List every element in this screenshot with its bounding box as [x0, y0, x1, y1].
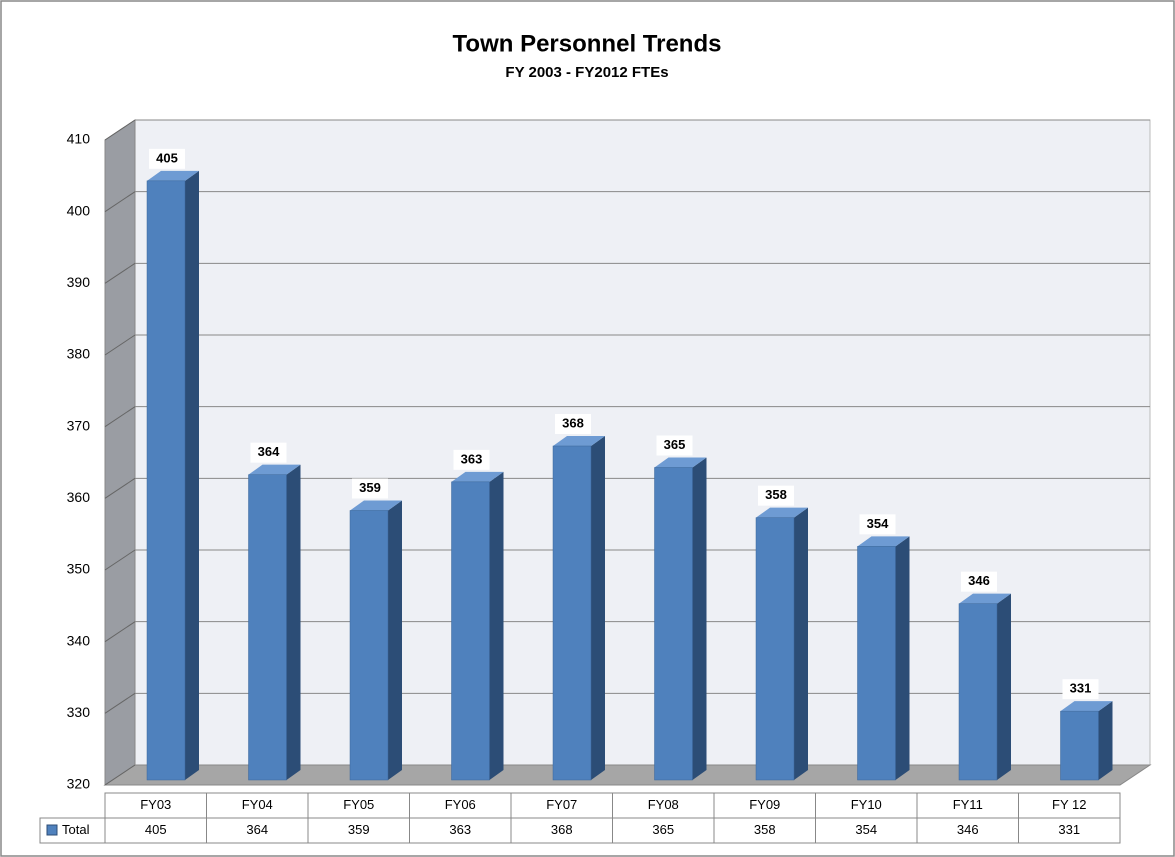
table-value: 363: [449, 822, 471, 837]
bar-side: [489, 471, 504, 780]
data-label: 405: [156, 150, 178, 165]
data-label: 354: [867, 516, 889, 531]
data-label: 346: [968, 573, 990, 588]
data-label-box: [758, 485, 794, 506]
x-tick-label: FY06: [445, 797, 476, 812]
grid-line: [104, 764, 136, 786]
bar-top: [654, 457, 707, 468]
bar-top: [756, 507, 808, 518]
table-value: 354: [855, 822, 877, 837]
x-tick-label: FY04: [242, 797, 273, 812]
bar-side: [591, 436, 605, 780]
bar: [349, 510, 389, 781]
legend-swatch: [46, 824, 58, 836]
bar-top: [959, 593, 1011, 604]
table-value: 358: [754, 822, 776, 837]
y-tick-label: 410: [67, 131, 91, 147]
bar: [755, 517, 795, 781]
x-tick-label: FY09: [749, 797, 780, 812]
legend-label: Total: [62, 822, 90, 837]
table-value: 346: [957, 822, 979, 837]
data-label: 365: [664, 437, 686, 452]
data-label-box: [1062, 679, 1099, 700]
grid-line: [104, 549, 136, 571]
bar-top: [857, 536, 910, 547]
table-value: 368: [551, 822, 573, 837]
bar-side: [185, 170, 199, 781]
bar: [552, 445, 592, 781]
bar-side: [286, 464, 301, 780]
bar: [857, 546, 896, 781]
table-value: 405: [145, 822, 167, 837]
bar-side: [388, 500, 402, 780]
bar-side: [692, 457, 707, 780]
y-tick-label: 370: [67, 417, 91, 433]
bar-top: [553, 436, 605, 446]
y-tick-label: 320: [67, 776, 91, 792]
bar-top: [147, 170, 199, 181]
data-label-box: [555, 414, 591, 434]
table-cell: [1018, 817, 1121, 844]
y-tick-label: 340: [67, 632, 91, 648]
bar-side: [1098, 701, 1113, 780]
grid-line: [104, 621, 136, 643]
side-wall: [104, 119, 136, 786]
grid-line: [104, 692, 136, 714]
data-label-box: [352, 478, 388, 499]
bar-top: [451, 471, 504, 482]
data-label: 363: [461, 451, 483, 466]
bar-side: [794, 507, 808, 780]
x-tick-label: FY11: [953, 797, 983, 812]
grid-line: [104, 119, 136, 141]
data-label-box: [656, 435, 693, 456]
bar: [958, 603, 998, 781]
table-value: 364: [246, 822, 268, 837]
bar-side: [997, 593, 1011, 780]
y-tick-label: 400: [67, 202, 91, 218]
y-tick-label: 360: [67, 489, 91, 505]
y-tick-label: 380: [67, 346, 91, 362]
table-value: 359: [348, 822, 370, 837]
x-tick-label: FY05: [343, 797, 374, 812]
data-label: 364: [258, 444, 280, 459]
table-value: 365: [652, 822, 674, 837]
bar: [654, 467, 693, 781]
y-tick-label: 330: [67, 704, 91, 720]
y-tick-label: 350: [67, 561, 91, 577]
data-label: 331: [1070, 681, 1092, 696]
data-label: 358: [765, 487, 787, 502]
data-label-box: [961, 571, 997, 592]
x-tick-label: FY10: [851, 797, 882, 812]
bar: [248, 474, 287, 781]
chart-subtitle: FY 2003 - FY2012 FTEs: [505, 64, 668, 81]
grid-line: [104, 262, 136, 284]
data-label-box: [859, 514, 896, 535]
bar: [146, 180, 186, 781]
x-tick-label: FY 12: [1052, 797, 1086, 812]
data-label-box: [149, 148, 185, 169]
data-label: 359: [359, 480, 381, 495]
bar: [451, 481, 490, 781]
grid-line: [104, 191, 136, 213]
data-label-box: [250, 442, 287, 463]
x-tick-label: FY03: [140, 797, 171, 812]
bar-top: [1060, 701, 1113, 712]
chart-title: Town Personnel Trends: [453, 30, 722, 57]
data-label: 368: [562, 415, 584, 430]
y-tick-label: 390: [67, 274, 91, 290]
grid-line: [104, 334, 136, 356]
x-tick-label: FY07: [546, 797, 577, 812]
bar-side: [895, 536, 910, 780]
grid-line: [104, 477, 136, 499]
table-value: 331: [1058, 822, 1080, 837]
bar-top: [248, 464, 301, 475]
x-tick-label: FY08: [648, 797, 679, 812]
bar: [1060, 710, 1099, 781]
data-label-box: [453, 449, 490, 470]
bar-top: [350, 500, 402, 511]
grid-line: [104, 406, 136, 428]
